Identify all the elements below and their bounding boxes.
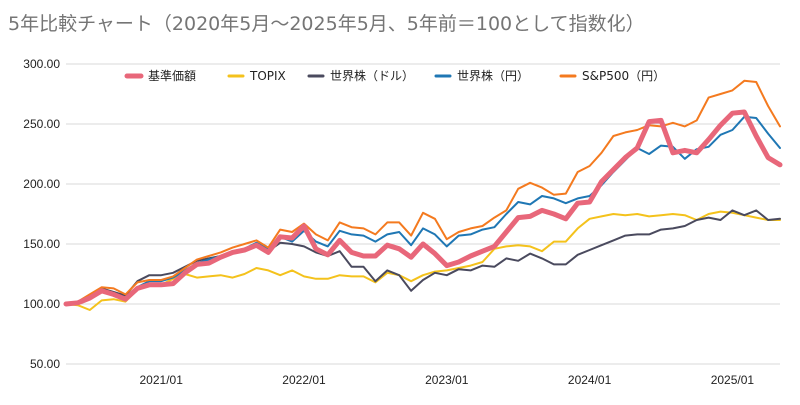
y-tick-label: 250.00 [23,117,60,131]
y-tick-label: 200.00 [23,177,60,191]
y-tick-label: 50.00 [30,357,60,371]
series-line-2 [65,209,781,305]
x-tick-label: 2022/01 [282,373,326,387]
x-tick-label: 2024/01 [568,373,612,387]
legend-label: S&P500（円） [582,69,665,83]
chart-title: 5年比較チャート（2020年5月〜2025年5月、5年前＝100として指数化） [8,13,645,35]
legend-label: 基準価額 [148,68,196,83]
legend-label: 世界株（円） [457,68,529,83]
y-tick-label: 150.00 [23,237,60,251]
legend-label: TOPIX [249,69,286,83]
series-line-1 [65,210,781,311]
legend: 基準価額 TOPIX 世界株（ドル） 世界株（円） S&P500（円） [124,68,665,83]
x-axis-ticks: 2021/01 2022/01 2023/01 2024/01 2025/01 [140,373,755,387]
y-axis-ticks: 50.00 100.00 150.00 200.00 250.00 300.00 [23,57,60,371]
x-tick-label: 2021/01 [140,373,184,387]
y-tick-label: 100.00 [23,297,60,311]
series-layer [63,79,783,311]
legend-label: 世界株（ドル） [330,68,414,83]
x-tick-label: 2025/01 [711,373,755,387]
x-tick-label: 2023/01 [425,373,469,387]
y-tick-label: 300.00 [23,57,60,71]
series-line-0 [63,109,783,307]
series-line-4 [65,79,781,305]
